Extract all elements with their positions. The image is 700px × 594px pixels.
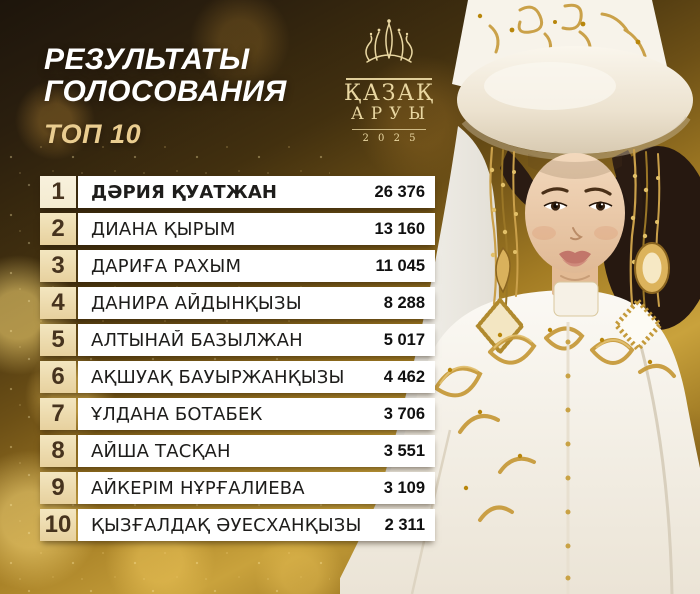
contestant-name: ҚЫЗҒАЛДАҚ ӘУЕСХАНҚЫЗЫ [91, 514, 362, 536]
rank-badge: 6 [40, 361, 76, 393]
contestant-name: ДИАНА ҚЫРЫМ [91, 218, 236, 240]
vote-count: 3 109 [383, 478, 425, 497]
result-row: 9 АЙКЕРІМ НҰРҒАЛИЕВА 3 109 [40, 472, 435, 504]
brand-name-line1: ҚАЗАҚ [344, 81, 436, 106]
rank-badge: 4 [40, 287, 76, 319]
result-bar: АҚШУАҚ БАУЫРЖАНҚЫЗЫ 4 462 [78, 361, 435, 393]
rank-badge: 3 [40, 250, 76, 282]
vote-count: 4 462 [383, 367, 425, 386]
contestant-name: АЛТЫНАЙ БАЗЫЛЖАН [91, 329, 303, 351]
rank-badge: 5 [40, 324, 76, 356]
vote-count: 8 288 [383, 293, 425, 312]
result-row: 3 ДАРИҒА РАХЫМ 11 045 [40, 250, 435, 282]
contestant-name: ДӘРИЯ ҚУАТЖАН [91, 181, 278, 203]
vote-count: 2 311 [384, 515, 425, 534]
vote-count: 3 706 [383, 404, 425, 423]
result-row: 6 АҚШУАҚ БАУЫРЖАНҚЫЗЫ 4 462 [40, 361, 435, 393]
result-bar: АЙКЕРІМ НҰРҒАЛИЕВА 3 109 [78, 472, 435, 504]
result-bar: ДАРИҒА РАХЫМ 11 045 [78, 250, 435, 282]
results-list: 1 ДӘРИЯ ҚУАТЖАН 26 376 2 ДИАНА ҚЫРЫМ 13 … [40, 176, 435, 546]
result-bar: ДАНИРА АЙДЫНҚЫЗЫ 8 288 [78, 287, 435, 319]
vote-count: 5 017 [383, 330, 425, 349]
result-bar: ҚЫЗҒАЛДАҚ ӘУЕСХАНҚЫЗЫ 2 311 [78, 509, 435, 541]
result-bar: АЙША ТАСҚАН 3 551 [78, 435, 435, 467]
vote-count: 13 160 [374, 219, 425, 238]
vote-count: 26 376 [374, 182, 425, 201]
crown-icon [365, 19, 413, 63]
vote-count: 3 551 [383, 441, 425, 460]
title-line-2: ГОЛОСОВАНИЯ [44, 75, 287, 109]
contestant-name: АЙКЕРІМ НҰРҒАЛИЕВА [91, 477, 305, 499]
brand-logo: ҚАЗАҚ АРУЫ 2 0 2 5 [344, 18, 434, 144]
rank-badge: 1 [40, 176, 76, 208]
title-line-1: РЕЗУЛЬТАТЫ [44, 43, 250, 76]
contestant-name: ДАРИҒА РАХЫМ [91, 255, 242, 277]
result-row: 10 ҚЫЗҒАЛДАҚ ӘУЕСХАНҚЫЗЫ 2 311 [40, 509, 435, 541]
logo-divider [346, 78, 432, 80]
result-row: 2 ДИАНА ҚЫРЫМ 13 160 [40, 213, 435, 245]
contestant-name: ДАНИРА АЙДЫНҚЫЗЫ [91, 292, 302, 314]
rank-badge: 7 [40, 398, 76, 430]
result-bar: ДИАНА ҚЫРЫМ 13 160 [78, 213, 435, 245]
rank-badge: 8 [40, 435, 76, 467]
top10-label: ТОП 10 [44, 118, 142, 149]
contestant-name: АҚШУАҚ БАУЫРЖАНҚЫЗЫ [91, 366, 345, 388]
page-title: РЕЗУЛЬТАТЫ ГОЛОСОВАНИЯ [44, 43, 287, 109]
result-row: 5 АЛТЫНАЙ БАЗЫЛЖАН 5 017 [40, 324, 435, 356]
result-row: 1 ДӘРИЯ ҚУАТЖАН 26 376 [40, 176, 435, 208]
result-bar: ҰЛДАНА БОТАБЕК 3 706 [78, 398, 435, 430]
rank-badge: 10 [40, 509, 76, 541]
result-row: 8 АЙША ТАСҚАН 3 551 [40, 435, 435, 467]
result-bar: АЛТЫНАЙ БАЗЫЛЖАН 5 017 [78, 324, 435, 356]
vote-count: 11 045 [375, 256, 425, 275]
logo-year: 2 0 2 5 [362, 132, 419, 144]
result-bar: ДӘРИЯ ҚУАТЖАН 26 376 [78, 176, 435, 208]
logo-divider-thin [352, 128, 426, 130]
result-row: 4 ДАНИРА АЙДЫНҚЫЗЫ 8 288 [40, 287, 435, 319]
result-row: 7 ҰЛДАНА БОТАБЕК 3 706 [40, 398, 435, 430]
contestant-name: АЙША ТАСҚАН [91, 440, 231, 462]
brand-name-line2: АРУЫ [350, 104, 433, 124]
header: РЕЗУЛЬТАТЫ ГОЛОСОВАНИЯ ТОП 10 [44, 43, 287, 150]
rank-badge: 9 [40, 472, 76, 504]
rank-badge: 2 [40, 213, 76, 245]
contestant-name: ҰЛДАНА БОТАБЕК [91, 403, 263, 425]
